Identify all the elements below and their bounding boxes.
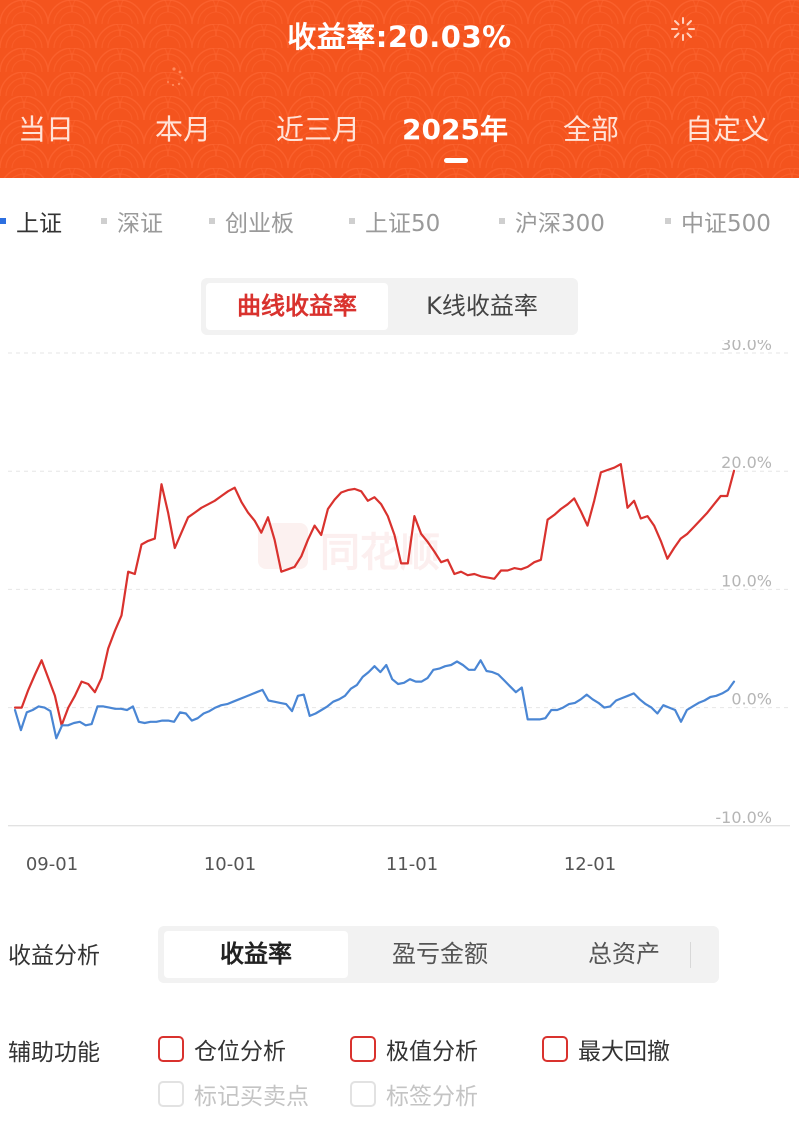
header-bar: 收益率:20.03% 当日 本月 近三月 2025年 全部 自定义	[0, 0, 799, 178]
checkbox-icon	[158, 1036, 184, 1062]
mark-trades-checkbox: 标记买卖点	[158, 1077, 309, 1111]
curve-return-option[interactable]: 曲线收益率	[206, 283, 388, 330]
profit-loss-option[interactable]: 盈亏金额	[392, 940, 488, 968]
watermark-logo-icon	[258, 523, 308, 569]
y-tick-label: 30.0%	[721, 340, 772, 354]
tag-analysis-checkbox: 标签分析	[350, 1077, 478, 1111]
tab-year-2025[interactable]: 2025年	[402, 113, 508, 146]
dot-icon	[209, 218, 215, 224]
tab-custom[interactable]: 自定义	[684, 113, 770, 146]
max-drawdown-checkbox[interactable]: 最大回撤	[542, 1032, 670, 1066]
chart-mode-toggle: 曲线收益率 K线收益率	[201, 278, 578, 335]
checkbox-label: 标记买卖点	[194, 1084, 309, 1110]
position-analysis-checkbox[interactable]: 仓位分析	[158, 1032, 286, 1066]
index-label: 上证	[16, 211, 62, 237]
tab-this-month[interactable]: 本月	[154, 113, 212, 146]
watermark-text: 同花顺	[320, 530, 440, 576]
index-label: 中证500	[681, 211, 771, 237]
checkbox-label: 极值分析	[386, 1039, 478, 1065]
dot-icon	[349, 218, 355, 224]
checkbox-icon	[350, 1036, 376, 1062]
index-option-csi500[interactable]: 中证500	[665, 204, 771, 238]
index-return-line	[13, 659, 736, 740]
index-label: 创业板	[225, 211, 294, 237]
x-tick-label: 12-01	[564, 854, 616, 875]
active-tab-indicator	[444, 158, 468, 163]
index-label: 沪深300	[515, 211, 605, 237]
index-label: 深证	[117, 211, 163, 237]
dot-icon	[499, 218, 505, 224]
y-tick-label: 20.0%	[721, 453, 772, 472]
y-tick-label: -10.0%	[715, 808, 772, 827]
checkbox-icon	[542, 1036, 568, 1062]
index-option-shanghai[interactable]: 上证	[0, 204, 62, 238]
checkbox-icon	[158, 1081, 184, 1107]
index-option-shenzhen[interactable]: 深证	[101, 204, 163, 238]
portfolio-return-line	[13, 462, 736, 727]
analysis-label: 收益分析	[8, 943, 100, 969]
dot-icon	[665, 218, 671, 224]
tab-last-three-months[interactable]: 近三月	[275, 113, 361, 146]
analysis-toggle: 收益率 盈亏金额 总资产	[158, 926, 719, 983]
header-wave-pattern	[0, 0, 799, 178]
y-tick-label: 10.0%	[721, 571, 772, 590]
loading-spinner-icon	[671, 17, 695, 41]
index-option-chinext[interactable]: 创业板	[209, 204, 294, 238]
return-line-chart[interactable]: 同花顺 30.0% 20.0% 10.0% 0.0% -10.0% 09-01 10-01 11…	[0, 340, 799, 880]
kline-return-option[interactable]: K线收益率	[426, 292, 538, 320]
checkbox-icon	[350, 1081, 376, 1107]
period-tabs: 当日 本月 近三月 2025年 全部 自定义	[0, 108, 799, 158]
index-option-sse50[interactable]: 上证50	[349, 204, 440, 238]
return-rate-option[interactable]: 收益率	[164, 931, 348, 978]
index-selector: 上证 深证 创业板 上证50 沪深300 中证500	[0, 204, 799, 240]
index-label: 上证50	[365, 211, 441, 237]
y-tick-label: 0.0%	[731, 690, 772, 709]
total-assets-option[interactable]: 总资产	[588, 940, 660, 968]
checkbox-label: 最大回撤	[578, 1039, 670, 1065]
dot-icon	[101, 218, 107, 224]
x-tick-label: 10-01	[204, 854, 256, 875]
index-option-csi300[interactable]: 沪深300	[499, 204, 605, 238]
segment-divider	[690, 942, 691, 968]
tab-today[interactable]: 当日	[17, 113, 75, 146]
page-title: 收益率:20.03%	[287, 20, 512, 54]
loading-dots-icon	[167, 67, 184, 87]
aux-label: 辅助功能	[8, 1040, 100, 1066]
selected-dot-icon	[0, 218, 6, 224]
checkbox-label: 标签分析	[386, 1084, 478, 1110]
tab-all[interactable]: 全部	[562, 113, 620, 146]
x-tick-label: 09-01	[26, 854, 78, 875]
x-tick-label: 11-01	[386, 854, 438, 875]
checkbox-label: 仓位分析	[194, 1039, 286, 1065]
extreme-value-checkbox[interactable]: 极值分析	[350, 1032, 478, 1066]
